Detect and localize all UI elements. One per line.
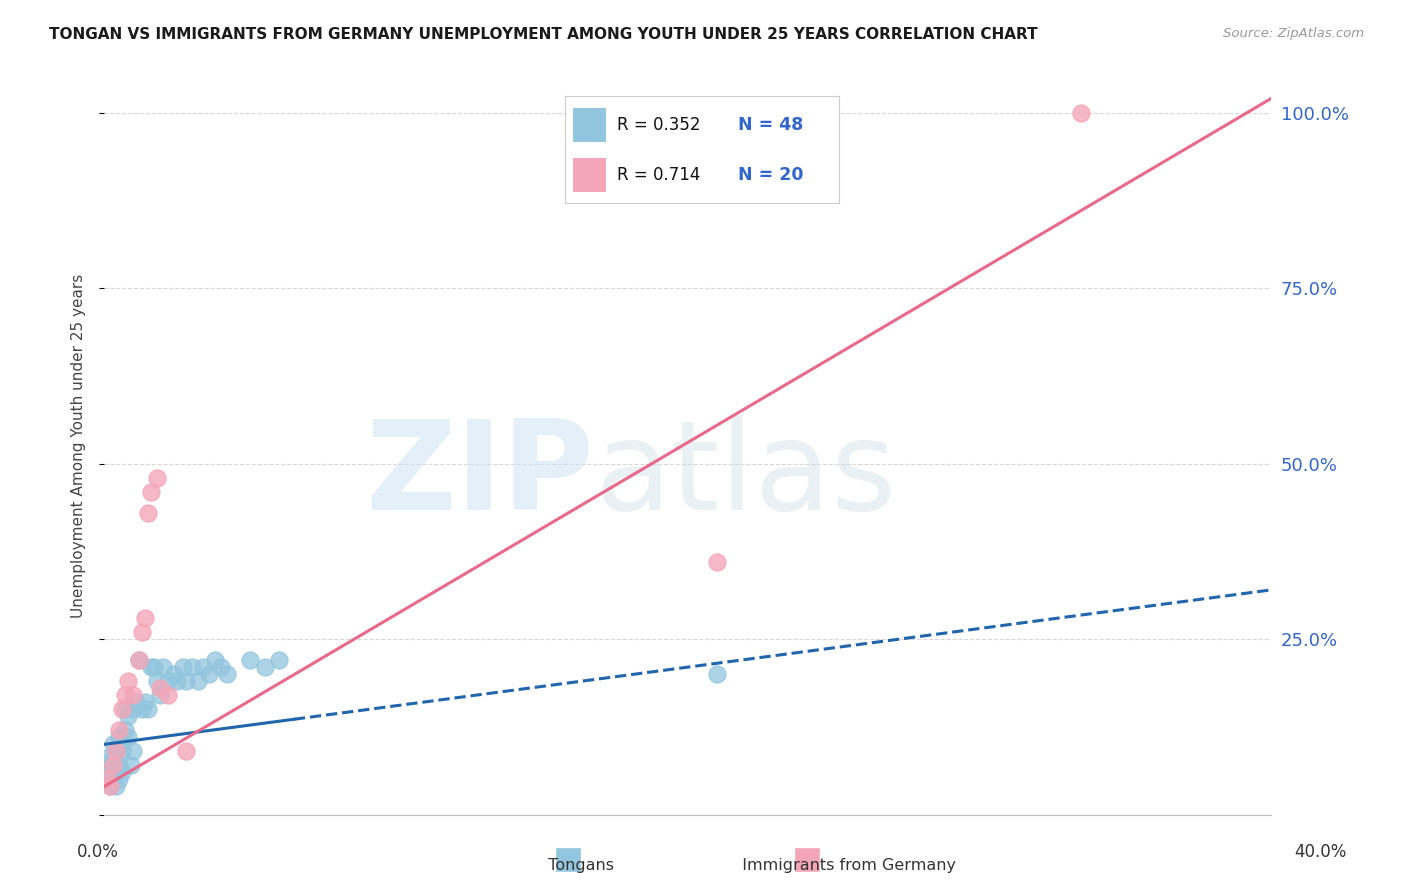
Point [269, 653, 291, 667]
Point [187, 674, 209, 689]
Point [122, 744, 145, 758]
Point [139, 484, 162, 499]
Point [117, 731, 139, 745]
Point [101, 737, 124, 751]
Point [117, 709, 139, 723]
Text: Tongans: Tongans [538, 858, 614, 872]
Point [146, 470, 169, 484]
Point [101, 758, 124, 772]
Point [111, 702, 134, 716]
Point [149, 688, 172, 702]
Point [108, 758, 131, 772]
Point [104, 758, 127, 772]
Point [114, 723, 136, 738]
Point [108, 731, 131, 745]
Point [139, 660, 162, 674]
Text: ZIP: ZIP [366, 415, 595, 536]
Text: atlas: atlas [595, 415, 897, 536]
Point [193, 660, 215, 674]
Point [174, 744, 197, 758]
Point [122, 702, 145, 716]
Point [101, 772, 124, 787]
Point [157, 688, 180, 702]
Point [172, 660, 194, 674]
Point [204, 653, 226, 667]
Point [131, 625, 153, 640]
Point [239, 653, 262, 667]
Point [101, 751, 124, 765]
Point [98, 758, 121, 772]
Point [198, 667, 221, 681]
Point [96, 765, 118, 780]
Point [134, 611, 156, 625]
Point [253, 660, 276, 674]
Y-axis label: Unemployment Among Youth under 25 years: Unemployment Among Youth under 25 years [72, 274, 86, 618]
Point [152, 660, 174, 674]
Point [215, 667, 238, 681]
Point [120, 758, 142, 772]
Point [128, 653, 150, 667]
Point [128, 653, 150, 667]
Point [157, 674, 180, 689]
Point [122, 688, 145, 702]
Point [108, 772, 131, 787]
Point [111, 765, 134, 780]
Point [131, 702, 153, 716]
Point [117, 674, 139, 689]
Text: 40.0%: 40.0% [1295, 843, 1347, 861]
Point [98, 780, 121, 794]
Point [111, 744, 134, 758]
Text: TONGAN VS IMMIGRANTS FROM GERMANY UNEMPLOYMENT AMONG YOUTH UNDER 25 YEARS CORREL: TONGAN VS IMMIGRANTS FROM GERMANY UNEMPL… [49, 27, 1038, 42]
Point [104, 744, 127, 758]
Point [706, 667, 728, 681]
Point [108, 723, 131, 738]
Point [149, 681, 172, 696]
Point [1070, 105, 1092, 120]
Point [114, 702, 136, 716]
Point [174, 674, 197, 689]
Point [706, 555, 728, 569]
Point [96, 751, 118, 765]
Point [180, 660, 202, 674]
Point [209, 660, 232, 674]
Point [146, 674, 169, 689]
Point [125, 695, 148, 709]
Point [134, 695, 156, 709]
Point [166, 674, 188, 689]
Point [104, 744, 127, 758]
Text: Immigrants from Germany: Immigrants from Germany [731, 858, 956, 872]
Point [98, 780, 121, 794]
Point [136, 702, 159, 716]
Point [163, 667, 186, 681]
Point [104, 780, 127, 794]
Point [114, 688, 136, 702]
Point [96, 772, 118, 787]
Point [136, 506, 159, 520]
Text: Source: ZipAtlas.com: Source: ZipAtlas.com [1223, 27, 1364, 40]
Text: 0.0%: 0.0% [77, 843, 120, 861]
Point [142, 660, 165, 674]
